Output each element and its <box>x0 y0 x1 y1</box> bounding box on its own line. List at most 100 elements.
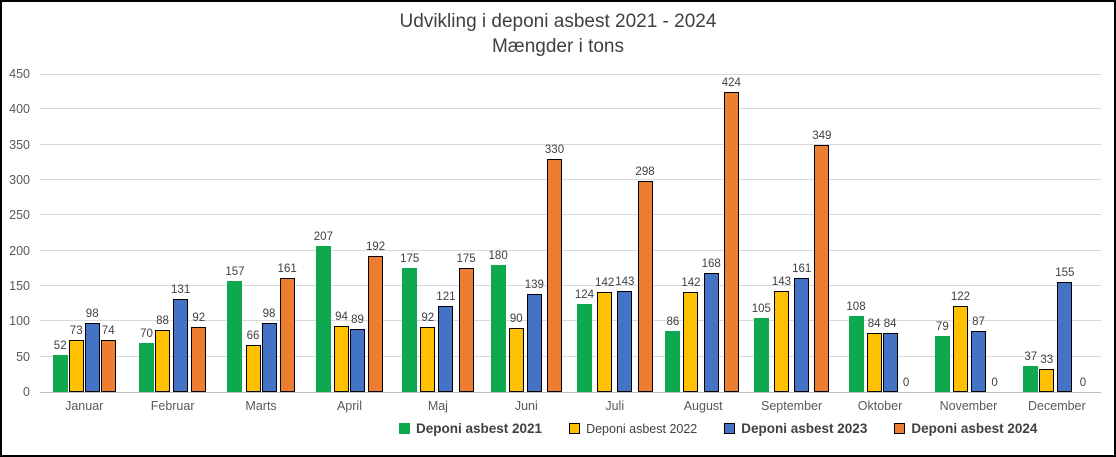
bar-value-label: 79 <box>935 321 949 333</box>
bar-value-label: 92 <box>421 312 435 324</box>
bar-value-label: 124 <box>574 289 595 301</box>
x-axis-label: August <box>683 399 723 413</box>
category-group: 157 66 98 161 Marts <box>217 74 305 413</box>
bar-slot: 87 <box>971 74 987 392</box>
bar <box>279 278 295 392</box>
bar <box>597 292 613 392</box>
gridline <box>40 179 1101 180</box>
bar <box>848 316 864 392</box>
x-axis-label: Januar <box>65 399 104 413</box>
category-group: 175 92 121 175 Maj <box>394 74 482 413</box>
y-axis-tick-label: 200 <box>9 244 30 258</box>
bar-value-label: 74 <box>101 325 115 337</box>
gridline <box>40 214 1101 215</box>
legend-item: Deponi asbest 2022 <box>569 422 697 436</box>
bar-slot: 105 <box>752 74 771 392</box>
category-group: 180 90 139 330 Juni <box>482 74 570 413</box>
bar-value-label: 84 <box>867 318 881 330</box>
bar-value-label: 161 <box>277 263 297 275</box>
bar <box>84 323 100 392</box>
bar-value-label: 168 <box>701 258 721 270</box>
bar-slot: 298 <box>635 74 655 392</box>
bar-value-label: 90 <box>509 313 523 325</box>
gridline <box>40 74 1101 75</box>
bar-slot: 131 <box>171 74 190 392</box>
bar-slot: 108 <box>846 74 866 392</box>
bar <box>1057 282 1073 392</box>
bar <box>526 294 542 392</box>
bar-value-label: 139 <box>524 279 544 291</box>
bar-value-label: 298 <box>635 166 655 178</box>
bar-value-label: 87 <box>972 316 985 328</box>
bar-slot: 94 <box>333 74 349 392</box>
bar-value-label: 143 <box>771 276 792 288</box>
bar-slot: 88 <box>155 74 171 392</box>
bar <box>773 291 789 392</box>
chart-subtitle: Mængder i tons <box>491 36 624 57</box>
legend-swatch <box>894 423 906 434</box>
gridline <box>40 108 1101 109</box>
legend-item: Deponi asbest 2021 <box>399 421 542 436</box>
bar-slot: 84 <box>866 74 882 392</box>
bar <box>1023 366 1039 392</box>
bar <box>68 340 84 392</box>
bar-slot: 33 <box>1039 74 1055 392</box>
bar-slot: 37 <box>1023 74 1039 392</box>
bar <box>1039 369 1055 392</box>
bar-slot: 89 <box>349 74 365 392</box>
bar-value-label: 0 <box>902 377 910 389</box>
y-axis-tick-label: 50 <box>16 350 30 364</box>
x-axis-label: November <box>939 399 998 413</box>
category-group: 52 73 98 74 Januar <box>40 74 128 413</box>
x-axis-label: Juli <box>605 399 625 413</box>
bar-value-label: 105 <box>751 303 771 315</box>
bar-slot: 0 <box>1075 74 1090 392</box>
gridline <box>40 392 1101 393</box>
bar-slot: 180 <box>489 74 508 392</box>
bar-slot: 84 <box>882 74 898 392</box>
bar-value-label: 98 <box>85 308 99 320</box>
bar-value-label: 92 <box>192 312 206 324</box>
gridline <box>40 250 1101 251</box>
x-axis-label: April <box>336 399 362 413</box>
bar-value-label: 330 <box>544 144 565 156</box>
bar-slot: 73 <box>68 74 84 392</box>
bar-value-label: 70 <box>140 328 153 340</box>
bar-value-label: 52 <box>53 340 67 352</box>
bar-slot: 424 <box>722 74 741 392</box>
bar-slot: 175 <box>456 74 476 392</box>
bar <box>617 291 633 392</box>
bar-slot: 143 <box>615 74 634 392</box>
category-group: 37 33 155 0 December <box>1013 74 1101 413</box>
bar-value-label: 0 <box>991 377 998 389</box>
bar-value-label: 142 <box>681 277 701 289</box>
bar-slot: 142 <box>595 74 614 392</box>
bar <box>866 333 882 392</box>
category-group: 70 88 131 92 Februar <box>128 74 216 413</box>
gridline <box>40 144 1101 145</box>
bar <box>333 326 349 392</box>
chart-title-block: Udvikling i deponi asbest 2021 - 2024 Mæ… <box>2 9 1114 59</box>
bar-slot: 98 <box>84 74 100 392</box>
bar-value-label: 66 <box>246 330 260 342</box>
bar <box>227 281 243 392</box>
legend-item: Deponi asbest 2023 <box>724 421 867 436</box>
bar-value-label: 88 <box>156 315 169 327</box>
x-axis-label: September <box>761 399 823 413</box>
gridline <box>40 356 1101 357</box>
bar-value-label: 0 <box>1079 377 1087 389</box>
bar-slot: 92 <box>420 74 436 392</box>
y-axis-tick-label: 0 <box>23 385 30 399</box>
y-axis-tick-label: 300 <box>9 173 30 187</box>
bar-value-label: 122 <box>950 291 971 303</box>
bar-slot: 155 <box>1055 74 1074 392</box>
legend-item: Deponi asbest 2024 <box>894 421 1037 436</box>
bar <box>547 159 562 392</box>
bar-slot: 121 <box>436 74 455 392</box>
bar-slot: 142 <box>681 74 701 392</box>
x-axis-label: Februar <box>150 399 195 413</box>
bar-value-label: 37 <box>1024 351 1038 363</box>
bar-slot: 52 <box>52 74 68 392</box>
bar-value-label: 161 <box>792 263 812 275</box>
